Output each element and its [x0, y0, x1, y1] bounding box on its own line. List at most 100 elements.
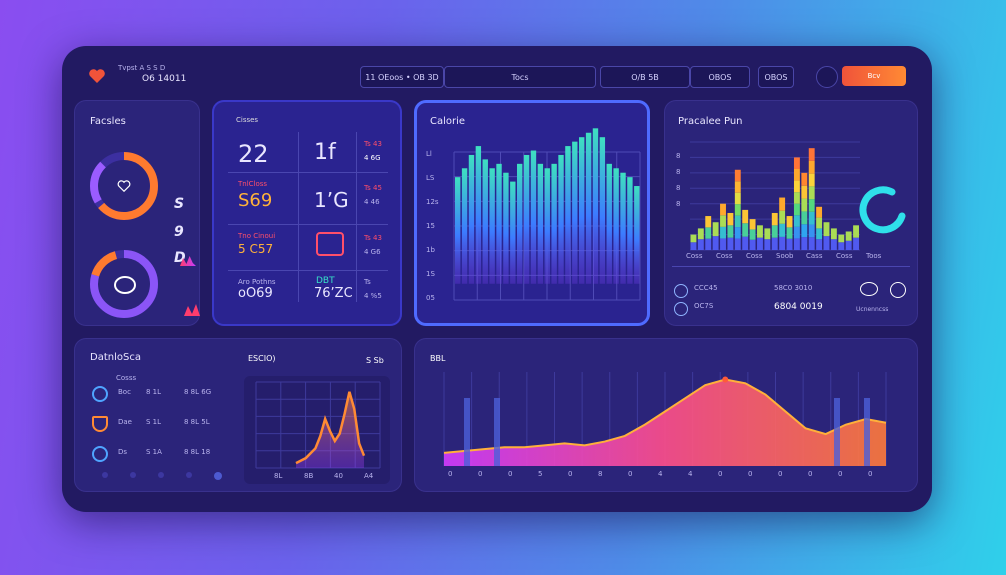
- calorie-bar: [613, 168, 619, 284]
- dot[interactable]: [158, 472, 164, 478]
- practice-y-label: 8: [676, 168, 681, 176]
- practice-bar: [801, 198, 808, 212]
- practice-bar: [757, 225, 763, 238]
- wave-x-label: 5: [538, 470, 543, 478]
- calorie-bar: [551, 163, 557, 284]
- wave-marker-bar: [864, 398, 870, 466]
- header-segment-a[interactable]: 11 OEoos • OB 3D: [360, 66, 444, 88]
- wave-panel: BBL 0 0 0 5 0 8 0 4 4 0 0 0 0 0 0: [414, 338, 918, 492]
- stats-row1-c: 4 6G: [364, 154, 381, 162]
- distribution-x-label: 8L: [274, 472, 283, 480]
- practice-bar: [749, 229, 756, 240]
- coins-icon: [114, 276, 136, 294]
- stats-divider: [228, 224, 388, 225]
- faces-title: Facsles: [90, 116, 126, 127]
- practice-bar: [853, 237, 859, 250]
- stats-row3-badge: [316, 232, 344, 256]
- calorie-bar: [592, 128, 599, 284]
- stats-row4-a: oO69: [238, 286, 273, 301]
- calorie-y-label: 15: [426, 222, 435, 230]
- wave-icon[interactable]: [674, 284, 688, 298]
- cloud-icon[interactable]: [860, 282, 878, 296]
- header-segment-small-label: OBOS: [764, 72, 788, 82]
- practice-bar: [808, 211, 815, 225]
- calorie-bar: [468, 154, 475, 284]
- practice-bar: [816, 217, 823, 229]
- distribution-area: [296, 391, 364, 468]
- distribution-row-a: Boc: [118, 388, 131, 396]
- stats-row2-a: S69: [238, 190, 273, 211]
- shield-icon[interactable]: [92, 386, 108, 402]
- drop-icon[interactable]: [92, 446, 108, 462]
- header-segment-small[interactable]: OBOS: [758, 66, 794, 88]
- dot[interactable]: [186, 472, 192, 478]
- practice-bar: [779, 210, 786, 224]
- cloud-icon[interactable]: [890, 282, 906, 298]
- practice-x-label: Cass: [806, 252, 823, 260]
- dot[interactable]: [130, 472, 136, 478]
- practice-bar: [742, 236, 749, 250]
- faces-letter-1: S: [174, 196, 185, 212]
- wave-x-label: 0: [838, 470, 843, 478]
- header-segment-c[interactable]: O/B 5B: [600, 66, 690, 88]
- practice-bar: [734, 192, 741, 205]
- dot[interactable]: [102, 472, 108, 478]
- practice-bar: [779, 236, 786, 250]
- practice-bar: [705, 238, 712, 250]
- header-segment-d-label: OBOS: [708, 72, 732, 82]
- practice-bar: [734, 227, 741, 239]
- practice-bar: [838, 234, 845, 243]
- header-segment-wide[interactable]: Tocs: [444, 66, 596, 88]
- header-segment-b: Tocs: [511, 72, 529, 82]
- practice-bar: [793, 192, 800, 204]
- calorie-bar: [503, 172, 509, 284]
- calorie-bar: [572, 141, 578, 284]
- practice-bar: [771, 225, 778, 238]
- calorie-y-label: 12s: [426, 198, 439, 206]
- calorie-bar: [537, 163, 544, 284]
- stats-row4-c: 4 %5: [364, 292, 382, 300]
- calorie-bar: [620, 172, 626, 284]
- practice-bar: [742, 209, 749, 224]
- wave-x-label: 0: [748, 470, 753, 478]
- distribution-x-label: A4: [364, 472, 374, 480]
- practice-bar: [838, 242, 845, 250]
- heart-icon[interactable]: [92, 416, 108, 432]
- stats-divider: [298, 132, 299, 302]
- wave-x-label: 0: [478, 470, 483, 478]
- wave-x-label: 0: [448, 470, 453, 478]
- practice-bar: [823, 222, 830, 237]
- stats-row1-a: 22: [238, 140, 269, 168]
- wave-icon[interactable]: [674, 302, 688, 316]
- header-circle-button[interactable]: [816, 66, 838, 88]
- practice-bar: [771, 212, 778, 226]
- calorie-bar: [599, 137, 606, 284]
- calorie-bar: [530, 150, 537, 284]
- header-logo[interactable]: [88, 68, 106, 88]
- practice-bar: [734, 215, 741, 228]
- stats-divider: [228, 270, 388, 271]
- wave-marker-bar: [834, 398, 840, 466]
- practice-x-label: Coss: [716, 252, 733, 260]
- practice-bar: [786, 238, 793, 250]
- stats-row2-b: 1’G: [314, 188, 349, 212]
- stats-row3-c-small: Ts 43: [364, 234, 382, 242]
- calorie-bar: [579, 137, 585, 284]
- practice-bar: [808, 224, 815, 238]
- practice-bar: [712, 236, 719, 250]
- practice-bar: [808, 160, 815, 174]
- header-segment-d[interactable]: OBOS: [690, 66, 750, 88]
- practice-bar: [727, 225, 734, 238]
- stats-title: Cisses: [236, 116, 259, 124]
- practice-bar: [808, 237, 815, 250]
- practice-y-label: 8: [676, 184, 681, 192]
- dot[interactable]: [214, 472, 222, 480]
- calorie-bar: [482, 159, 488, 284]
- faces-rings: [90, 152, 200, 318]
- distribution-row-c: 8 8L 6G: [184, 388, 212, 396]
- header-action-button[interactable]: Bcv: [842, 66, 906, 86]
- practice-bar: [720, 215, 726, 227]
- practice-panel: Pracalee Pun CCC45 58C0 3010 OC7S 6804 0…: [664, 100, 918, 326]
- practice-bar: [712, 222, 719, 237]
- practice-bar: [845, 231, 852, 241]
